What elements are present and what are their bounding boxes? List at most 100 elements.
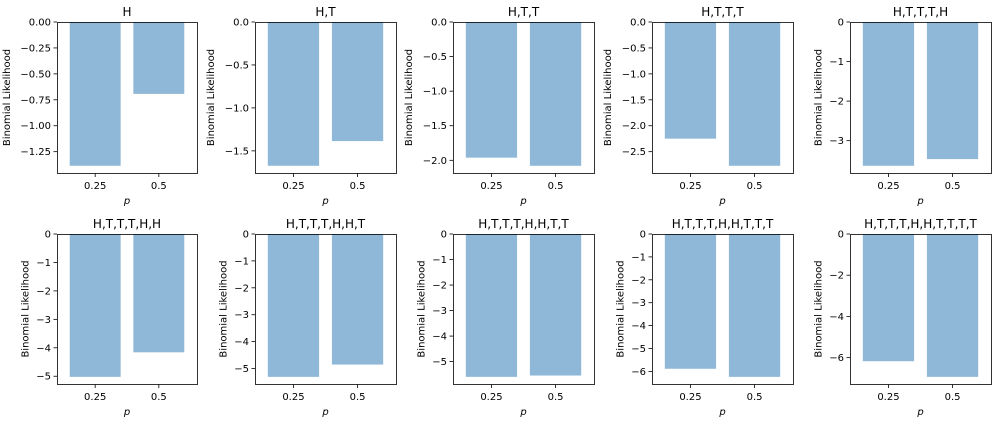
- x-tick-label: 0.25: [282, 181, 304, 192]
- y-tick-label: −3: [631, 298, 646, 309]
- x-axis-label: p: [916, 407, 923, 418]
- axes-frame: [57, 22, 198, 174]
- y-tick-label: −6: [829, 353, 844, 364]
- subplot-title: H,T,T,T,H,H,T: [286, 217, 366, 231]
- y-tick-label: −6: [631, 367, 646, 378]
- bar-2: [926, 234, 979, 377]
- y-tick-label: −5: [631, 344, 646, 355]
- y-tick-label: −3: [829, 136, 844, 147]
- x-tick-label: 0.5: [747, 181, 763, 192]
- y-axis-label: Binomial Likelihood: [2, 49, 13, 146]
- subplot-9: 0 −1 −2 −3 −4 −5 −6 0.25 0.5 H,T,T,T,H,H,T,T,T p Bi…: [616, 217, 794, 418]
- bar-2: [331, 234, 384, 365]
- y-tick-label: −2: [829, 97, 844, 108]
- subplot-8: 0 −1 −2 −3 −4 −5 0.25 0.5 H,T,T,T,H,H,T,T p Binomi…: [417, 217, 595, 418]
- y-tick-label: 0: [838, 18, 844, 29]
- x-axis-label: p: [123, 196, 130, 207]
- x-tick-label: 0.25: [84, 181, 106, 192]
- y-tick-label: −3: [234, 310, 249, 321]
- y-tick-label: −1.5: [225, 146, 249, 157]
- y-tick-label: −0.25: [20, 43, 51, 54]
- y-tick-label: −1.0: [622, 69, 646, 80]
- y-axis-label: Binomial Likelihood: [814, 260, 825, 357]
- y-tick-label: 0: [441, 230, 447, 241]
- x-tick-label: 0.25: [84, 392, 106, 403]
- subplot-1: 0.00 −0.25 −0.50 −0.75 −1.00 −1.25 0.25 0.5 Hp Bi…: [2, 5, 198, 207]
- y-axis-label: Binomial Likelihood: [814, 49, 825, 146]
- y-tick-label: −2: [234, 283, 249, 294]
- x-axis-label: p: [519, 196, 526, 207]
- y-tick-label: −3: [432, 306, 447, 317]
- bar-1: [69, 234, 121, 377]
- subplot-title: H,T,T,T,H: [893, 5, 948, 19]
- y-axis-label: Binomial Likelihood: [404, 49, 415, 146]
- y-tick-label: −2.0: [423, 156, 447, 167]
- x-tick-label: 0.25: [679, 392, 701, 403]
- subplot-title: H,T,T,T: [701, 5, 744, 19]
- y-tick-label: −1: [829, 57, 844, 68]
- x-tick-label: 0.25: [679, 181, 701, 192]
- subplot-4: 0.0 −0.5 −1.0 −1.5 −2.0 −2.5 0.25 0.5 H,T,T,T p Bi…: [603, 5, 794, 207]
- y-tick-label: −0.5: [622, 43, 646, 54]
- y-tick-label: −0.5: [225, 60, 249, 71]
- y-tick-label: −1.5: [423, 121, 447, 132]
- bar-1: [862, 22, 915, 166]
- bar-1: [465, 234, 518, 377]
- y-tick-label: −1: [234, 256, 249, 267]
- axes-frame: [850, 22, 992, 174]
- y-tick-label: 0.00: [29, 18, 51, 29]
- y-axis-label: Binomial Likelihood: [603, 49, 614, 146]
- axes-frame: [453, 22, 595, 174]
- y-tick-label: −1.0: [225, 103, 249, 114]
- y-tick-label: −2.0: [622, 121, 646, 132]
- x-axis-label: p: [321, 407, 328, 418]
- y-tick-label: −4: [631, 321, 646, 332]
- x-axis-label: p: [321, 196, 328, 207]
- x-axis-label: p: [916, 196, 923, 207]
- axes-frame: [652, 22, 794, 174]
- bar-2: [728, 234, 781, 377]
- y-tick-label: 0.0: [431, 18, 447, 29]
- x-tick-label: 0.25: [480, 392, 502, 403]
- y-axis-label: Binomial Likelihood: [616, 260, 627, 357]
- subplot-2: 0.0 −0.5 −1.0 −1.5 0.25 0.5 H,T p Binomial Likel…: [206, 5, 397, 207]
- y-tick-label: 0: [243, 230, 249, 241]
- y-tick-label: −1.00: [20, 121, 51, 132]
- x-tick-label: 0.5: [548, 181, 564, 192]
- bar-2: [529, 22, 582, 166]
- y-tick-label: −1.0: [423, 87, 447, 98]
- axes-frame: [57, 234, 198, 385]
- bar-1: [664, 234, 717, 369]
- axes-frame: [652, 234, 794, 385]
- bar-2: [926, 22, 979, 160]
- subplot-title: H,T: [315, 5, 336, 19]
- y-tick-label: −5: [432, 357, 447, 368]
- x-axis-label: p: [718, 196, 725, 207]
- x-tick-label: 0.25: [282, 392, 304, 403]
- y-tick-label: −4: [36, 343, 51, 354]
- x-axis-label: p: [718, 407, 725, 418]
- y-tick-label: 0: [838, 230, 844, 241]
- y-tick-label: −0.5: [423, 52, 447, 63]
- y-tick-label: −1.5: [622, 95, 646, 106]
- y-tick-label: −2: [36, 286, 51, 297]
- x-tick-label: 0.5: [350, 392, 366, 403]
- bar-2: [133, 234, 185, 353]
- x-tick-label: 0.5: [548, 392, 564, 403]
- x-tick-label: 0.5: [945, 181, 961, 192]
- axes-frame: [850, 234, 992, 385]
- x-tick-label: 0.25: [877, 181, 899, 192]
- subplot-5: 0 −1 −2 −3 0.25 0.5 H,T,T,T,H p Binomial Likelih…: [814, 5, 992, 207]
- x-tick-label: 0.25: [480, 181, 502, 192]
- bar-2: [331, 22, 384, 142]
- x-tick-label: 0.5: [151, 392, 167, 403]
- bar-2: [529, 234, 582, 376]
- bar-1: [465, 22, 518, 158]
- subplot-title: H,T,T,T,H,H: [93, 217, 161, 231]
- x-tick-label: 0.5: [350, 181, 366, 192]
- y-tick-label: −1: [36, 258, 51, 269]
- y-tick-label: −5: [36, 372, 51, 383]
- y-tick-label: −1: [631, 252, 646, 263]
- x-tick-label: 0.5: [945, 392, 961, 403]
